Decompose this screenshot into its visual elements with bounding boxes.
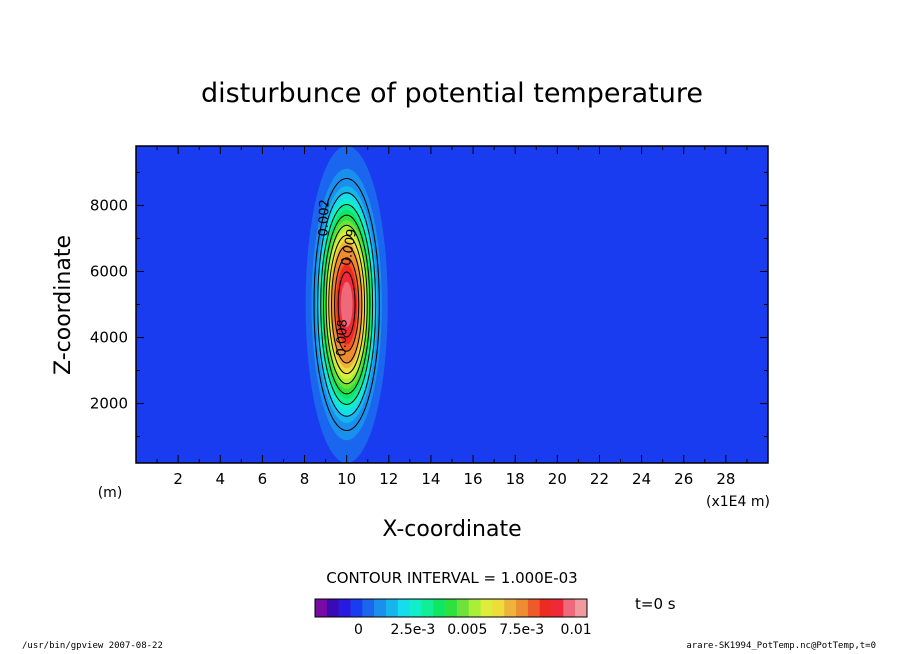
colorbar-swatch — [492, 599, 505, 617]
colorbar-swatch — [338, 599, 351, 617]
colorbar-swatch — [421, 599, 434, 617]
contour-label: 0.008 — [334, 319, 350, 357]
x-axis-label: X-coordinate — [382, 517, 521, 542]
x-tick-label: 2 — [173, 470, 183, 488]
contour-line — [320, 203, 374, 406]
colorbar-swatch — [433, 599, 446, 617]
x-unit-label: (m) — [98, 485, 123, 501]
contour-line — [328, 234, 366, 375]
x-tick-label: 26 — [674, 470, 693, 488]
colorbar-swatch — [575, 599, 588, 617]
x-tick-label: 20 — [548, 470, 567, 488]
y-tick-label: 2000 — [90, 395, 128, 413]
footer-left: /usr/bin/gpview 2007-08-22 — [22, 641, 163, 651]
colorbar-swatch — [516, 599, 529, 617]
colorbar-swatch — [527, 599, 540, 617]
contour-line — [325, 224, 368, 385]
background-level — [136, 146, 768, 463]
time-label: t=0 s — [635, 595, 676, 613]
colorbar-swatch — [468, 599, 481, 617]
contour-line — [313, 177, 380, 432]
colorbar-swatch — [350, 599, 363, 617]
contour-line — [334, 257, 360, 352]
chart-title: disturbunce of potential temperature — [201, 78, 703, 109]
colorbar-swatch — [480, 599, 493, 617]
x-axis-ticks: 2 4 6 8 10 12 14 16 18 20 22 24 26 28 — [156, 146, 748, 488]
contour-fill — [136, 146, 768, 463]
x-tick-label: 4 — [215, 470, 225, 488]
contour-label: 0.009 — [339, 228, 360, 267]
colorbar-frame — [314, 598, 588, 618]
colorbar-tick-label: 0.01 — [561, 622, 592, 638]
x-tick-label: 22 — [590, 470, 609, 488]
x-tick-label: 6 — [258, 470, 268, 488]
colorbar-swatch — [374, 599, 387, 617]
colorbar-swatch — [539, 599, 552, 617]
y-axis-ticks: 2000 4000 6000 8000 — [90, 171, 768, 438]
contour-line — [322, 214, 371, 395]
colorbar-swatch — [397, 599, 410, 617]
colorbar-swatch — [409, 599, 422, 617]
contour-label: 0.002 — [316, 199, 332, 237]
contour-line — [337, 271, 356, 338]
colorbar-swatch — [445, 599, 458, 617]
contour-interval-text: CONTOUR INTERVAL = 1.000E-03 — [326, 569, 577, 587]
x-tick-label: 14 — [421, 470, 440, 488]
x-scale-label: (x1E4 m) — [706, 494, 770, 510]
x-tick-label: 10 — [337, 470, 356, 488]
colorbar-swatch — [551, 599, 564, 617]
contour-labels: 0.002 0.009 0.008 — [316, 199, 360, 357]
y-axis-label: Z-coordinate — [51, 235, 76, 375]
colorbar-swatch — [385, 599, 399, 617]
colorbar-tick-label: 0.005 — [447, 622, 487, 638]
colorbar-tick-label: 2.5e-3 — [390, 622, 435, 638]
x-tick-label: 16 — [464, 470, 483, 488]
y-tick-label: 6000 — [90, 262, 128, 280]
y-tick-label: 4000 — [90, 329, 128, 347]
x-tick-label: 18 — [506, 470, 525, 488]
colorbar-swatch — [504, 599, 517, 617]
colorbar-swatch — [315, 599, 328, 617]
colorbar-swatch — [362, 599, 375, 617]
colorbar-tick-label: 7.5e-3 — [499, 622, 544, 638]
colorbar — [314, 598, 588, 618]
colorbar-swatch — [326, 599, 339, 617]
x-tick-label: 28 — [716, 470, 735, 488]
colorbar-ticks: 0 2.5e-3 0.005 7.5e-3 0.01 — [354, 622, 592, 638]
y-tick-label: 8000 — [90, 196, 128, 214]
contour-band — [340, 281, 353, 328]
colorbar-swatch — [563, 599, 576, 617]
x-tick-label: 8 — [300, 470, 310, 488]
colorbar-swatch — [456, 599, 470, 617]
contour-line — [331, 245, 363, 364]
colorbar-tick-label: 0 — [354, 622, 363, 638]
x-tick-label: 24 — [632, 470, 651, 488]
footer-right: arare-SK1994_PotTemp.nc@PotTemp,t=0 — [686, 641, 876, 651]
contour-line — [317, 192, 377, 417]
x-tick-label: 12 — [379, 470, 398, 488]
